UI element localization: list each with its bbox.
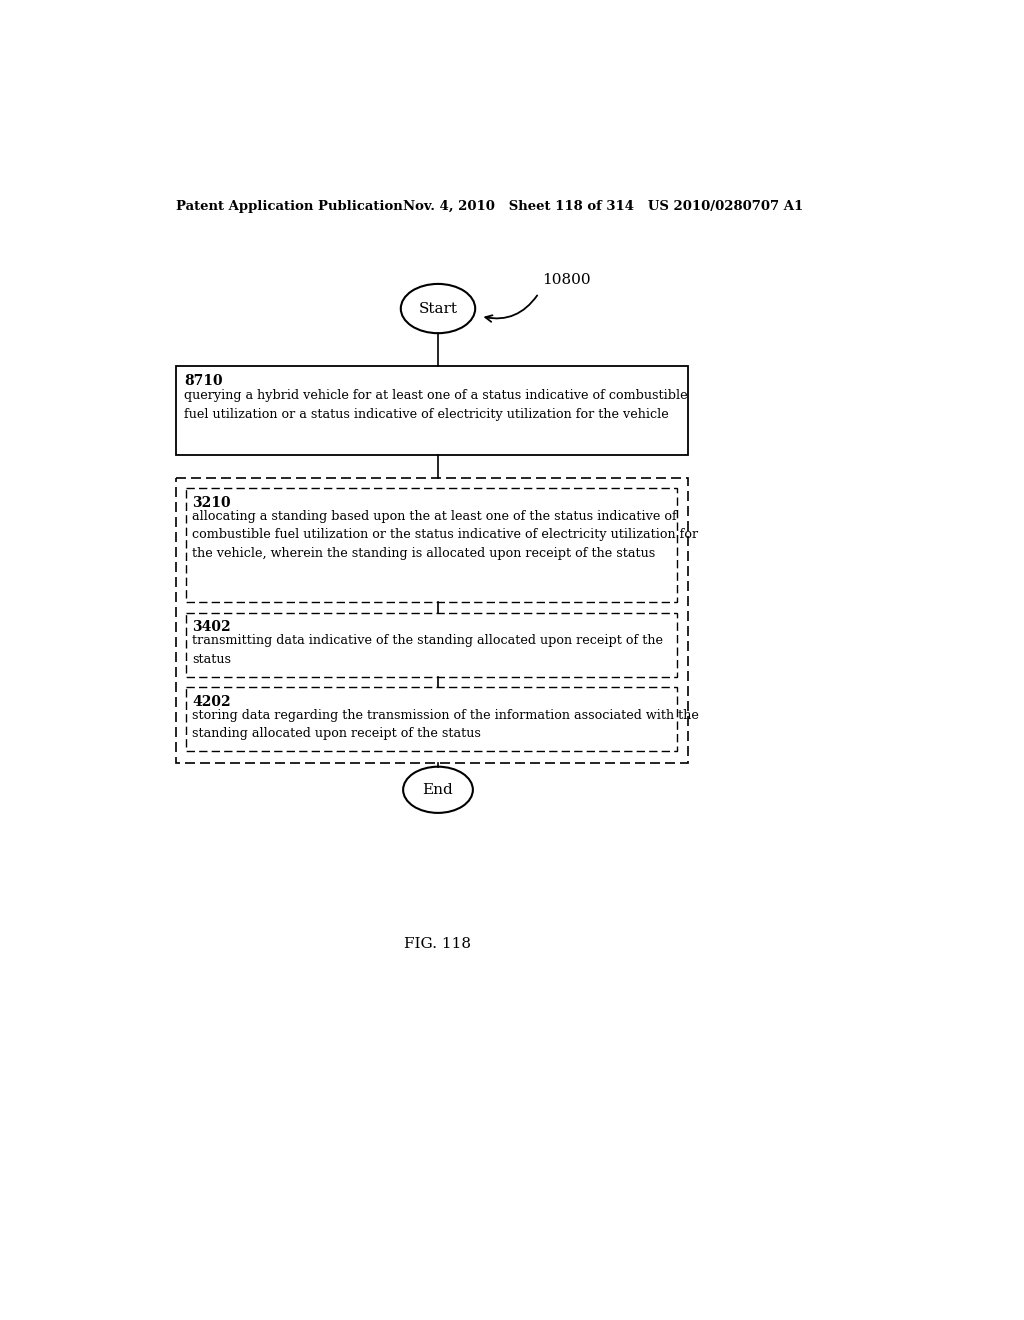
Text: Nov. 4, 2010   Sheet 118 of 314   US 2010/0280707 A1: Nov. 4, 2010 Sheet 118 of 314 US 2010/02… <box>403 199 804 213</box>
Bar <box>176 478 687 763</box>
Bar <box>186 688 677 751</box>
Text: querying a hybrid vehicle for at least one of a status indicative of combustible: querying a hybrid vehicle for at least o… <box>183 389 687 421</box>
Text: 3402: 3402 <box>193 620 231 635</box>
Bar <box>186 612 677 677</box>
Text: transmitting data indicative of the standing allocated upon receipt of the
statu: transmitting data indicative of the stan… <box>193 635 664 665</box>
Text: allocating a standing based upon the at least one of the status indicative of
co: allocating a standing based upon the at … <box>193 510 698 560</box>
Bar <box>186 488 677 602</box>
Text: 8710: 8710 <box>183 374 222 388</box>
FancyArrowPatch shape <box>485 296 538 322</box>
Bar <box>176 367 687 455</box>
Text: 10800: 10800 <box>543 273 591 286</box>
Text: FIG. 118: FIG. 118 <box>404 937 471 950</box>
Text: 4202: 4202 <box>193 696 231 709</box>
Text: storing data regarding the transmission of the information associated with the
s: storing data regarding the transmission … <box>193 709 699 741</box>
Text: Start: Start <box>419 301 458 315</box>
Text: Patent Application Publication: Patent Application Publication <box>176 199 402 213</box>
Text: End: End <box>423 783 454 797</box>
Text: 3210: 3210 <box>193 496 231 510</box>
